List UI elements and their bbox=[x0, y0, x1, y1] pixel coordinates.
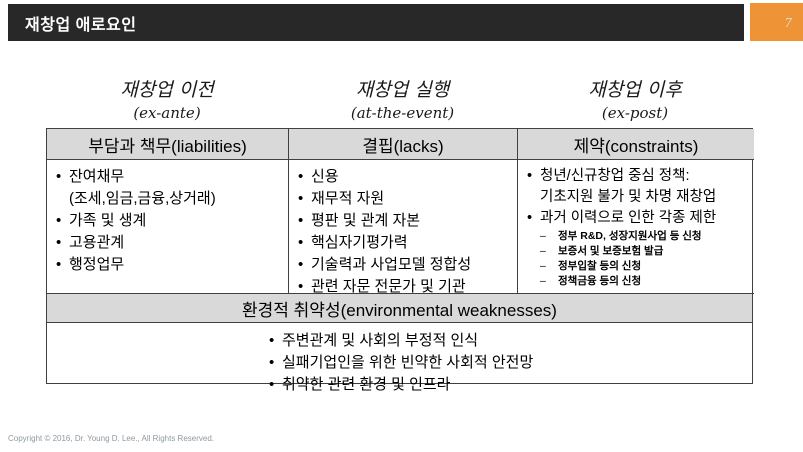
list-item: 관련 자문 전문가 및 기관 bbox=[298, 276, 515, 293]
cell-lacks: 신용 재무적 자원 평판 및 관계 자본 핵심자기평가력 기술력과 사업모델 정… bbox=[289, 160, 518, 294]
list-item: 재무적 자원 bbox=[298, 188, 515, 210]
page-number-badge: 7 bbox=[750, 3, 803, 41]
lacks-list: 신용 재무적 자원 평판 및 관계 자본 핵심자기평가력 기술력과 사업모델 정… bbox=[289, 160, 517, 293]
list-item: 실패기업인을 위한 빈약한 사회적 안전망 bbox=[269, 352, 752, 374]
list-item: 고용관계 bbox=[56, 232, 286, 254]
table-body-row: 잔여채무 (조세,임금,금융,상거래) 가족 및 생계 고용관계 행정업무 신용… bbox=[47, 160, 754, 294]
phase-header-row: 재창업 이전 (ex-ante) 재창업 실행 (at-the-event) 재… bbox=[46, 77, 753, 124]
phase-en-label: (at-the-event) bbox=[350, 104, 455, 122]
phase-header-ex-post: 재창업 이후 (ex-post) bbox=[517, 77, 753, 124]
list-item: 청년/신규창업 중심 정책: bbox=[527, 166, 752, 187]
list-item: 행정업무 bbox=[56, 254, 286, 276]
table-header-row: 부담과 책무(liabilities) 결핍(lacks) 제약(constra… bbox=[47, 129, 754, 160]
column-header-lacks: 결핍(lacks) bbox=[289, 129, 518, 160]
liabilities-list: 잔여채무 (조세,임금,금융,상거래) 가족 및 생계 고용관계 행정업무 bbox=[47, 160, 288, 276]
cell-liabilities: 잔여채무 (조세,임금,금융,상거래) 가족 및 생계 고용관계 행정업무 bbox=[47, 160, 289, 294]
phase-header-ex-ante: 재창업 이전 (ex-ante) bbox=[46, 77, 288, 124]
list-subitem: 보증서 및 보증보험 발급 bbox=[527, 244, 752, 259]
phase-ko-label: 재창업 실행 bbox=[355, 79, 450, 101]
environmental-weaknesses-list: 주변관계 및 사회의 부정적 인식 실패기업인을 위한 빈약한 사회적 안전망 … bbox=[47, 323, 752, 396]
environmental-weaknesses-body: 주변관계 및 사회의 부정적 인식 실패기업인을 위한 빈약한 사회적 안전망 … bbox=[47, 323, 752, 396]
phase-en-label: (ex-post) bbox=[601, 104, 669, 122]
list-item: 신용 bbox=[298, 166, 515, 188]
column-header-constraints: 제약(constraints) bbox=[518, 129, 754, 160]
list-item: 잔여채무 bbox=[56, 166, 286, 188]
difficulties-table: 부담과 책무(liabilities) 결핍(lacks) 제약(constra… bbox=[46, 128, 754, 396]
column-header-liabilities: 부담과 책무(liabilities) bbox=[47, 129, 289, 160]
list-item-continuation: (조세,임금,금융,상거래) bbox=[69, 190, 216, 207]
page-number: 7 bbox=[784, 16, 792, 30]
list-subitem: 정책금융 등의 신청 bbox=[527, 274, 752, 289]
constraints-list: 청년/신규창업 중심 정책: 기초지원 불가 및 차명 재창업 과거 이력으로 … bbox=[518, 160, 754, 289]
list-item-continuation: 기초지원 불가 및 차명 재창업 bbox=[540, 189, 717, 205]
list-item: 기술력과 사업모델 정합성 bbox=[298, 254, 515, 276]
list-subitem: 정부입찰 등의 신청 bbox=[527, 259, 752, 274]
phase-ko-label: 재창업 이후 bbox=[588, 79, 682, 101]
slide-title-bar: 재창업 애로요인 bbox=[8, 4, 744, 41]
list-subitem: 정부 R&D, 성장지원사업 등 신청 bbox=[527, 229, 752, 244]
list-item: 핵심자기평가력 bbox=[298, 232, 515, 254]
copyright-text: Copyright © 2016, Dr. Young D. Lee., All… bbox=[8, 434, 215, 443]
phase-header-at-the-event: 재창업 실행 (at-the-event) bbox=[288, 77, 517, 124]
list-item: 과거 이력으로 인한 각종 제한 bbox=[527, 208, 752, 229]
phase-en-label: (ex-ante) bbox=[133, 104, 201, 122]
list-item: 취약한 관련 환경 및 인프라 bbox=[269, 374, 752, 396]
list-item: 가족 및 생계 bbox=[56, 210, 286, 232]
environmental-weaknesses-header: 환경적 취약성(environmental weaknesses) bbox=[47, 294, 752, 323]
cell-constraints: 청년/신규창업 중심 정책: 기초지원 불가 및 차명 재창업 과거 이력으로 … bbox=[518, 160, 754, 294]
page-title: 재창업 애로요인 bbox=[25, 16, 137, 34]
phase-ko-label: 재창업 이전 bbox=[120, 79, 214, 101]
list-item: 주변관계 및 사회의 부정적 인식 bbox=[269, 330, 752, 352]
list-item: 평판 및 관계 자본 bbox=[298, 210, 515, 232]
